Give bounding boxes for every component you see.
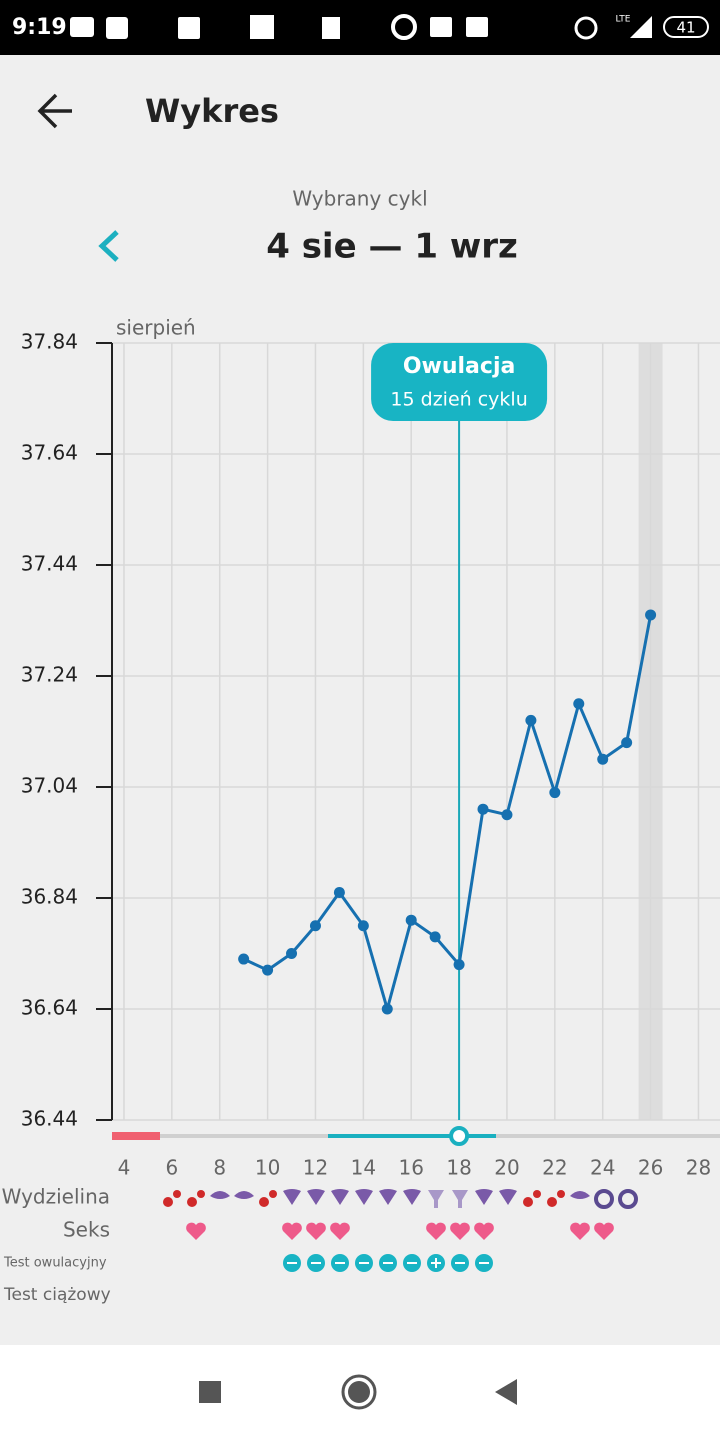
discharge-icon: [557, 1190, 565, 1198]
ovulation-title: Owulacja: [403, 354, 516, 379]
temperature-line: [243, 614, 653, 1015]
header-title: Wykres: [145, 92, 279, 130]
y-tick-label: 36.64: [21, 996, 78, 1020]
discharge-icon: [570, 1191, 590, 1199]
temperature-point: [262, 964, 274, 976]
sex-icon: [282, 1222, 302, 1240]
discharge-icon: [283, 1189, 301, 1205]
cycle-label: Wybrany cykl: [292, 187, 427, 211]
temperature-point: [286, 948, 298, 959]
temperature-point: [381, 1003, 393, 1015]
temperature-point: [573, 698, 585, 710]
temperature-point: [405, 914, 417, 926]
temperature-point: [477, 803, 489, 815]
discharge-icon: [379, 1189, 397, 1205]
sex-icon: [450, 1222, 470, 1240]
x-tick-label: 4: [118, 1156, 131, 1180]
x-tick-label: 6: [165, 1156, 178, 1180]
y-tick-label: 37.44: [21, 552, 78, 576]
discharge-icon: [234, 1191, 254, 1199]
discharge-icon: [197, 1190, 205, 1198]
chart: 36.44 36.64 36.84 37.04 37.24 37.44 37.64 37.84…: [2, 316, 720, 1305]
discharge-icon: [618, 1189, 638, 1209]
status-network: LTE: [616, 15, 631, 25]
row-label: Wydzielina: [2, 1185, 110, 1209]
x-tick-label: 26: [638, 1156, 663, 1180]
temperature-point: [621, 737, 633, 749]
discharge-icon: [547, 1197, 557, 1207]
row-label: Test ciążowy: [3, 1285, 111, 1305]
nav-back[interactable]: [495, 1379, 517, 1405]
temperature-point: [549, 787, 561, 799]
y-tick-label: 37.64: [21, 441, 78, 465]
temperature-point: [309, 920, 321, 932]
temperature-point: [453, 959, 465, 971]
discharge-icon: [355, 1189, 373, 1205]
x-tick-label: 16: [398, 1156, 423, 1180]
status-icons: [70, 14, 709, 40]
cycle-range: 4 sie — 1 wrz: [266, 227, 518, 267]
discharge-icon: [523, 1197, 533, 1207]
ovulation-text: 15 dzień cyklu: [390, 389, 527, 411]
discharge-icon: [269, 1190, 277, 1198]
discharge-icon: [428, 1190, 444, 1208]
x-tick-label: 28: [686, 1156, 711, 1180]
discharge-icon: [187, 1197, 197, 1207]
y-tick-label: 36.84: [21, 885, 78, 909]
sex-icon: [426, 1222, 446, 1240]
discharge-icon: [331, 1189, 349, 1205]
discharge-icon: [173, 1190, 181, 1198]
sex-icon: [186, 1222, 206, 1240]
y-tick-label: 37.04: [21, 774, 78, 798]
sex-icon: [594, 1222, 614, 1240]
discharge-icon: [163, 1197, 173, 1207]
temperature-point: [333, 886, 345, 898]
discharge-icon: [499, 1189, 517, 1205]
x-tick-label: 12: [303, 1156, 328, 1180]
temperature-point: [429, 931, 441, 943]
x-tick-label: 20: [494, 1156, 519, 1180]
y-tick-label: 37.84: [21, 330, 78, 354]
nav-home[interactable]: [341, 1374, 377, 1410]
y-tick-label: 36.44: [21, 1107, 78, 1131]
temperature-point: [501, 809, 513, 821]
temperature-point: [525, 714, 537, 726]
discharge-icon: [533, 1190, 541, 1198]
discharge-icon: [594, 1189, 614, 1209]
temperature-point: [597, 753, 609, 765]
status-battery: 41: [676, 19, 695, 37]
prev-cycle-button[interactable]: [98, 230, 119, 262]
discharge-icon: [403, 1189, 421, 1205]
y-tick-label: 37.24: [21, 663, 78, 687]
discharge-icon: [259, 1197, 269, 1207]
sex-icon: [474, 1222, 494, 1240]
x-tick-label: 18: [446, 1156, 471, 1180]
x-tick-label: 24: [590, 1156, 615, 1180]
ovulation-bubble: [371, 343, 548, 421]
back-button[interactable]: [37, 93, 72, 129]
row-label: Seks: [63, 1218, 110, 1242]
nav-recents[interactable]: [199, 1381, 221, 1403]
sex-icon: [330, 1222, 350, 1240]
month-label: sierpień: [116, 316, 196, 340]
sex-icon: [570, 1222, 590, 1240]
temperature-point: [357, 920, 369, 932]
nav-home-dot: [348, 1381, 370, 1403]
status-time: 9:19: [12, 15, 67, 40]
discharge-icon: [452, 1190, 468, 1208]
x-tick-label: 8: [213, 1156, 226, 1180]
sex-icon: [306, 1222, 326, 1240]
ovulation-marker: [449, 1126, 470, 1146]
x-tick-label: 14: [351, 1156, 376, 1180]
row-label: Test owulacyjny: [3, 1256, 107, 1271]
discharge-icon: [475, 1189, 493, 1205]
discharge-icon: [307, 1189, 325, 1205]
temperature-point: [645, 609, 657, 621]
temperature-point: [238, 953, 250, 965]
x-tick-label: 10: [255, 1156, 280, 1180]
discharge-icon: [210, 1191, 230, 1199]
x-tick-label: 22: [542, 1156, 567, 1180]
